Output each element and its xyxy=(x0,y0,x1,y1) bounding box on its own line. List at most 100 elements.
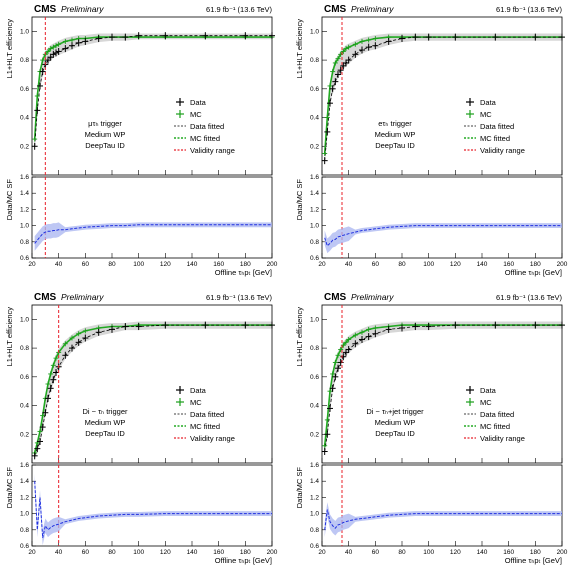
y-tick-label-ratio: 0.6 xyxy=(310,543,319,550)
legend-data-label: Data xyxy=(190,98,207,107)
y-tick-label-main: 0.2 xyxy=(20,143,29,150)
y-tick-label-ratio: 1.0 xyxy=(20,511,29,518)
legend-mc-label: MC xyxy=(480,398,492,407)
legend-data-label: Data xyxy=(480,386,497,395)
preliminary-label: Preliminary xyxy=(351,4,394,14)
legend-mc-label: MC xyxy=(190,110,202,119)
y-axis-title-main: L1+HLT efficiency xyxy=(5,307,14,367)
x-tick-label: 120 xyxy=(160,549,171,556)
y-tick-label-ratio: 0.6 xyxy=(20,543,29,550)
x-tick-label: 180 xyxy=(240,549,251,556)
x-tick-label: 200 xyxy=(267,261,278,268)
sf-curve xyxy=(324,509,562,530)
x-tick-label: 180 xyxy=(530,549,541,556)
x-tick-label: 200 xyxy=(267,549,278,556)
y-tick-label-ratio: 1.0 xyxy=(310,223,319,230)
y-axis-title-ratio: Data/MC SF xyxy=(295,467,304,509)
y-tick-label-main: 0.6 xyxy=(310,374,319,381)
legend-data-label: Data xyxy=(190,386,207,395)
legend-mc-fitted-label: MC fitted xyxy=(190,422,220,431)
x-tick-label: 100 xyxy=(133,549,144,556)
x-tick-label: 160 xyxy=(503,261,514,268)
data-fitted-curve xyxy=(324,36,562,161)
y-tick-label-main: 0.4 xyxy=(20,403,29,410)
luminosity-label: 61.9 fb⁻¹ (13.6 TeV) xyxy=(496,5,562,14)
x-tick-label: 80 xyxy=(398,261,406,268)
y-tick-label-main: 0.8 xyxy=(20,57,29,64)
y-tick-label-main: 1.0 xyxy=(20,28,29,35)
cms-label: CMS xyxy=(34,292,57,303)
legend-mc-fitted-label: MC fitted xyxy=(480,422,510,431)
x-tick-label: 80 xyxy=(398,549,406,556)
panel-3: CMS Preliminary 61.9 fb⁻¹ (13.6 TeV) 0.2 0.4… xyxy=(5,292,278,565)
x-tick-label: 120 xyxy=(160,261,171,268)
x-tick-label: 20 xyxy=(28,549,36,556)
legend-data-fitted-label: Data fitted xyxy=(480,410,514,419)
y-tick-label-ratio: 1.4 xyxy=(20,478,29,485)
trigger-info-line: DeepTau ID xyxy=(85,429,125,438)
y-tick-label-ratio: 1.6 xyxy=(20,462,29,469)
legend-validity-label: Validity range xyxy=(190,434,235,443)
x-tick-label: 120 xyxy=(450,549,461,556)
data-fitted-curve xyxy=(34,324,272,456)
legend-data-fitted-label: Data fitted xyxy=(190,122,224,131)
x-tick-label: 80 xyxy=(108,549,116,556)
ratio-plot-frame xyxy=(321,464,563,547)
legend-data-label: Data xyxy=(480,98,497,107)
y-axis-title-ratio: Data/MC SF xyxy=(5,467,14,509)
y-tick-label-main: 1.0 xyxy=(20,316,29,323)
preliminary-label: Preliminary xyxy=(61,4,104,14)
luminosity-label: 61.9 fb⁻¹ (13.6 TeV) xyxy=(496,293,562,302)
mc-fitted-curve xyxy=(33,36,272,140)
y-tick-label-main: 0.6 xyxy=(20,374,29,381)
x-tick-label: 160 xyxy=(213,261,224,268)
y-tick-label-ratio: 1.2 xyxy=(310,206,319,213)
x-tick-label: 120 xyxy=(450,261,461,268)
legend-data-fitted-label: Data fitted xyxy=(190,410,224,419)
trigger-info-line: DeepTau ID xyxy=(375,429,415,438)
x-tick-label: 100 xyxy=(133,261,144,268)
uncertainty-band xyxy=(34,33,272,150)
legend-mc-label: MC xyxy=(480,110,492,119)
legend-data-fitted-label: Data fitted xyxy=(480,122,514,131)
y-tick-label-main: 0.4 xyxy=(310,115,319,122)
y-tick-label-ratio: 1.2 xyxy=(20,494,29,501)
trigger-info-line: Medium WP xyxy=(375,130,416,139)
panel-1: CMS Preliminary 61.9 fb⁻¹ (13.6 TeV) 0.2 0.4… xyxy=(5,4,278,277)
x-tick-label: 20 xyxy=(318,261,326,268)
mc-fitted-curve xyxy=(323,324,562,446)
y-axis-title-main: L1+HLT efficiency xyxy=(5,19,14,79)
y-tick-label-main: 0.4 xyxy=(310,403,319,410)
y-tick-label-ratio: 0.8 xyxy=(20,527,29,534)
x-tick-label: 60 xyxy=(372,261,380,268)
y-tick-label-main: 0.8 xyxy=(20,345,29,352)
x-tick-label: 20 xyxy=(28,261,36,268)
y-tick-label-ratio: 1.6 xyxy=(20,174,29,181)
x-tick-label: 60 xyxy=(82,261,90,268)
cms-label: CMS xyxy=(324,292,347,303)
sf-uncertainty-band xyxy=(34,222,272,251)
y-axis-title-main: L1+HLT efficiency xyxy=(295,307,304,367)
legend-validity-label: Validity range xyxy=(480,434,525,443)
y-tick-label-ratio: 1.2 xyxy=(20,206,29,213)
x-axis-title: Offline τₕpₜ [GeV] xyxy=(215,268,272,277)
y-tick-label-ratio: 1.0 xyxy=(20,223,29,230)
ratio-plot-frame xyxy=(321,176,563,259)
trigger-info-line: Di − τₕ trigger xyxy=(83,407,128,416)
y-tick-label-main: 0.4 xyxy=(20,115,29,122)
panel-4: CMS Preliminary 61.9 fb⁻¹ (13.6 TeV) 0.2 0.4… xyxy=(295,292,568,565)
y-tick-label-main: 0.8 xyxy=(310,57,319,64)
sf-curve xyxy=(34,224,272,244)
legend-mc-label: MC xyxy=(190,398,202,407)
x-tick-label: 180 xyxy=(240,261,251,268)
legend-mc-fitted-label: MC fitted xyxy=(480,134,510,143)
x-tick-label: 160 xyxy=(503,549,514,556)
trigger-info-line: Medium WP xyxy=(85,130,126,139)
sf-uncertainty-band xyxy=(324,223,562,254)
x-tick-label: 140 xyxy=(187,549,198,556)
x-tick-label: 40 xyxy=(55,261,63,268)
sf-uncertainty-band xyxy=(34,473,272,546)
x-tick-label: 20 xyxy=(318,549,326,556)
sf-curve xyxy=(324,225,562,247)
